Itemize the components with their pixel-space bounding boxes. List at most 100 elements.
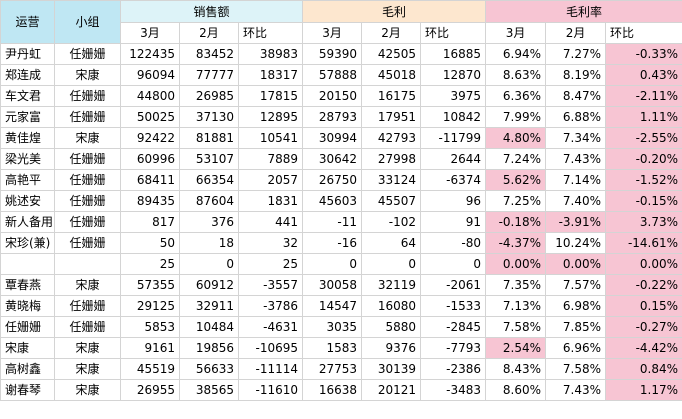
cell-sales-feb[interactable]: 87604: [179, 190, 239, 212]
cell-margin-feb[interactable]: 7.58%: [545, 358, 607, 380]
cell-operator[interactable]: 梁光美: [0, 148, 55, 170]
cell-sales-march[interactable]: 44800: [120, 85, 180, 107]
cell-sales-feb[interactable]: 77777: [179, 64, 239, 86]
cell-profit-mom[interactable]: -6374: [420, 169, 487, 191]
cell-profit-feb[interactable]: 42793: [361, 127, 422, 149]
cell-margin-march[interactable]: 4.80%: [485, 127, 547, 149]
cell-profit-march[interactable]: 59390: [302, 43, 363, 65]
cell-sales-mom[interactable]: 441: [237, 211, 304, 233]
cell-profit-mom[interactable]: 91: [420, 211, 487, 233]
cell-sales-mom[interactable]: 2057: [237, 169, 304, 191]
cell-margin-mom[interactable]: 1.17%: [605, 379, 682, 401]
cell-margin-mom[interactable]: 3.73%: [605, 211, 682, 233]
cell-operator[interactable]: 姚述安: [0, 190, 55, 212]
cell-sales-march[interactable]: 45519: [120, 358, 180, 380]
cell-margin-mom[interactable]: 0.43%: [605, 64, 682, 86]
cell-sales-feb[interactable]: 53107: [179, 148, 239, 170]
cell-margin-march[interactable]: 7.24%: [485, 148, 547, 170]
cell-sales-march[interactable]: 68411: [120, 169, 180, 191]
cell-operator[interactable]: 高艳平: [0, 169, 55, 191]
cell-sales-mom[interactable]: -3786: [237, 295, 304, 317]
cell-profit-march[interactable]: 30642: [302, 148, 363, 170]
cell-margin-mom[interactable]: 1.11%: [605, 106, 682, 128]
cell-margin-mom[interactable]: 0.00%: [605, 253, 682, 275]
cell-profit-feb[interactable]: -102: [361, 211, 422, 233]
cell-margin-mom[interactable]: -0.27%: [605, 316, 682, 338]
cell-sales-march[interactable]: 9161: [120, 337, 180, 359]
cell-profit-feb[interactable]: 27998: [361, 148, 422, 170]
cell-profit-march[interactable]: 30058: [302, 274, 363, 296]
cell-sales-march[interactable]: 96094: [120, 64, 180, 86]
cell-sales-feb[interactable]: 19856: [179, 337, 239, 359]
cell-sales-march[interactable]: 50025: [120, 106, 180, 128]
cell-sales-mom[interactable]: -3557: [237, 274, 304, 296]
cell-team[interactable]: 宋康: [54, 337, 121, 359]
subheader-profit-feb[interactable]: 2月: [361, 22, 422, 44]
cell-sales-mom[interactable]: 17815: [237, 85, 304, 107]
subheader-margin-mom[interactable]: 环比: [605, 22, 682, 44]
cell-team[interactable]: 任姗姗: [54, 169, 121, 191]
cell-operator[interactable]: 郑连成: [0, 64, 55, 86]
cell-margin-feb[interactable]: 0.00%: [545, 253, 607, 275]
cell-team[interactable]: 任姗姗: [54, 106, 121, 128]
cell-profit-march[interactable]: 16638: [302, 379, 363, 401]
cell-margin-march[interactable]: 0.00%: [485, 253, 547, 275]
cell-sales-feb[interactable]: 81881: [179, 127, 239, 149]
cell-profit-feb[interactable]: 16175: [361, 85, 422, 107]
cell-profit-mom[interactable]: 0: [420, 253, 487, 275]
cell-profit-mom[interactable]: 16885: [420, 43, 487, 65]
cell-profit-mom[interactable]: -80: [420, 232, 487, 254]
cell-margin-feb[interactable]: 8.47%: [545, 85, 607, 107]
cell-margin-march[interactable]: 5.62%: [485, 169, 547, 191]
cell-sales-march[interactable]: 57355: [120, 274, 180, 296]
cell-team[interactable]: 任姗姗: [54, 85, 121, 107]
cell-operator[interactable]: 谢春琴: [0, 379, 55, 401]
cell-profit-mom[interactable]: -3483: [420, 379, 487, 401]
cell-margin-march[interactable]: -0.18%: [485, 211, 547, 233]
cell-profit-mom[interactable]: 10842: [420, 106, 487, 128]
cell-team[interactable]: 宋康: [54, 379, 121, 401]
cell-margin-feb[interactable]: 7.34%: [545, 127, 607, 149]
cell-profit-feb[interactable]: 0: [361, 253, 422, 275]
cell-profit-march[interactable]: -11: [302, 211, 363, 233]
cell-operator[interactable]: 宋康: [0, 337, 55, 359]
cell-margin-march[interactable]: 6.94%: [485, 43, 547, 65]
cell-margin-feb[interactable]: 10.24%: [545, 232, 607, 254]
cell-profit-feb[interactable]: 20121: [361, 379, 422, 401]
cell-sales-mom[interactable]: 38983: [237, 43, 304, 65]
cell-margin-mom[interactable]: 0.15%: [605, 295, 682, 317]
cell-sales-feb[interactable]: 37130: [179, 106, 239, 128]
cell-sales-feb[interactable]: 60912: [179, 274, 239, 296]
cell-sales-march[interactable]: 50: [120, 232, 180, 254]
cell-sales-march[interactable]: 817: [120, 211, 180, 233]
cell-sales-feb[interactable]: 38565: [179, 379, 239, 401]
cell-sales-feb[interactable]: 83452: [179, 43, 239, 65]
cell-profit-feb[interactable]: 16080: [361, 295, 422, 317]
cell-operator[interactable]: 尹丹虹: [0, 43, 55, 65]
cell-sales-mom[interactable]: -4631: [237, 316, 304, 338]
cell-profit-march[interactable]: 20150: [302, 85, 363, 107]
cell-margin-feb[interactable]: 6.98%: [545, 295, 607, 317]
cell-margin-mom[interactable]: 0.84%: [605, 358, 682, 380]
cell-sales-mom[interactable]: -11114: [237, 358, 304, 380]
cell-margin-feb[interactable]: 7.43%: [545, 379, 607, 401]
cell-margin-feb[interactable]: 7.14%: [545, 169, 607, 191]
cell-sales-march[interactable]: 5853: [120, 316, 180, 338]
cell-margin-march[interactable]: 8.43%: [485, 358, 547, 380]
cell-team[interactable]: 任姗姗: [54, 43, 121, 65]
cell-profit-mom[interactable]: -7793: [420, 337, 487, 359]
cell-sales-mom[interactable]: 1831: [237, 190, 304, 212]
cell-margin-feb[interactable]: 7.27%: [545, 43, 607, 65]
cell-sales-mom[interactable]: 18317: [237, 64, 304, 86]
cell-profit-march[interactable]: 1583: [302, 337, 363, 359]
header-operator[interactable]: 运营: [0, 0, 55, 44]
cell-profit-mom[interactable]: -1533: [420, 295, 487, 317]
cell-sales-mom[interactable]: 12895: [237, 106, 304, 128]
cell-margin-march[interactable]: 7.58%: [485, 316, 547, 338]
cell-profit-march[interactable]: 14547: [302, 295, 363, 317]
cell-profit-march[interactable]: 28793: [302, 106, 363, 128]
cell-sales-feb[interactable]: 66354: [179, 169, 239, 191]
cell-margin-march[interactable]: -4.37%: [485, 232, 547, 254]
header-gross-profit[interactable]: 毛利: [302, 0, 487, 23]
cell-sales-march[interactable]: 25: [120, 253, 180, 275]
